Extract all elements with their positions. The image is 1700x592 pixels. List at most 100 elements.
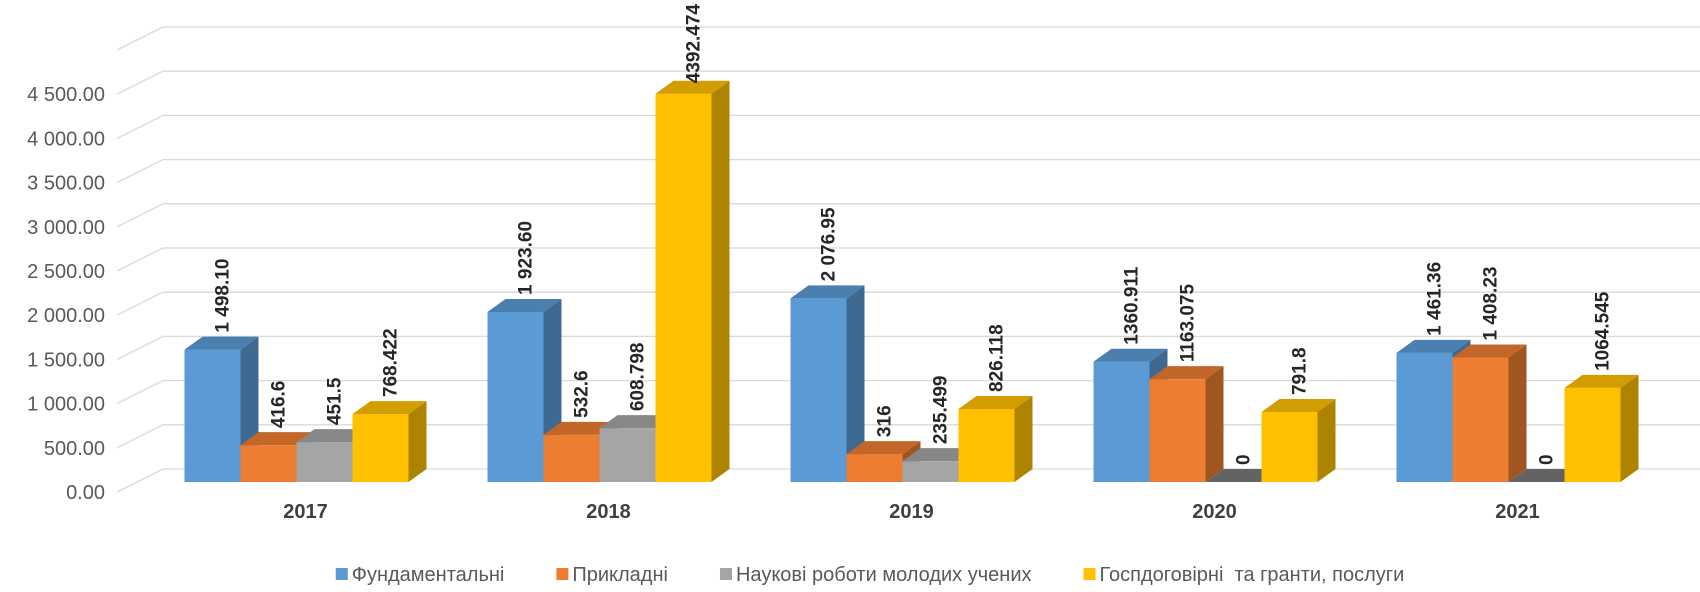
- legend-label: Госпдоговірні та гранти, послуги: [1099, 564, 1404, 586]
- bar-front: [240, 445, 297, 482]
- bar-front: [655, 93, 712, 483]
- x-tick-label: 2020: [1192, 501, 1237, 523]
- bar: [790, 285, 865, 482]
- legend-label: Фундаментальні: [352, 564, 505, 586]
- data-label: 316: [875, 405, 896, 437]
- legend-label: Наукові роботи молодих учених: [736, 564, 1032, 586]
- bar: [1149, 366, 1224, 482]
- data-label: 235.499: [931, 375, 952, 444]
- bar: [352, 401, 427, 482]
- bar-front: [902, 461, 959, 482]
- bar-front: [1261, 412, 1318, 482]
- bar-top: [487, 298, 562, 312]
- data-label: 4392.474: [684, 4, 705, 84]
- legend-label: Прикладні: [572, 564, 668, 586]
- bar-front: [184, 349, 241, 482]
- bar-top: [1564, 374, 1639, 388]
- grid-line: [116, 335, 1700, 360]
- bar-front: [487, 311, 544, 482]
- y-tick-label: 2 000.00: [27, 305, 105, 327]
- bar: [655, 80, 730, 483]
- bar-side: [1014, 395, 1033, 482]
- y-tick-label: 1 500.00: [27, 349, 105, 371]
- grid-line: [116, 291, 1700, 316]
- legend-swatch: [1083, 568, 1096, 580]
- y-tick-label: 4 000.00: [27, 128, 105, 150]
- bar: [1205, 469, 1280, 482]
- data-label: 451.5: [325, 377, 346, 425]
- bar: [958, 395, 1033, 482]
- grid-line: [116, 203, 1700, 228]
- legend-item: Госпдоговірні та гранти, послуги: [1083, 564, 1404, 586]
- labels: 0.00 500.00 1 000.00 1 500.00 2 000.00 2 500.…: [27, 4, 1613, 523]
- bar-top: [958, 395, 1033, 409]
- legend-item: Фундаментальні: [335, 564, 505, 586]
- y-tick-label: 500.00: [44, 438, 105, 460]
- bar-top: [846, 441, 921, 455]
- data-label: 1 498.10: [213, 259, 234, 333]
- x-tick-label: 2017: [283, 501, 328, 523]
- legend-item: Прикладні: [556, 564, 668, 586]
- bar-front: [352, 414, 409, 482]
- legend: Фундаментальні Прикладні Наукові роботи мо…: [335, 564, 1404, 586]
- legend-item: Наукові роботи молодих учених: [719, 564, 1032, 586]
- bar-side: [1620, 374, 1639, 482]
- legend-swatch: [335, 568, 348, 580]
- bar-front: [543, 434, 600, 482]
- y-tick-label: 2 500.00: [27, 261, 105, 283]
- y-tick-label: 4 500.00: [27, 84, 105, 106]
- bar-side: [846, 285, 865, 482]
- bar-top: [240, 432, 315, 446]
- data-label: 1360.911: [1122, 266, 1143, 345]
- bar-top: [599, 415, 674, 429]
- bar-top: [790, 285, 865, 299]
- bar-side: [1508, 344, 1527, 482]
- data-label: 2 076.95: [819, 207, 840, 281]
- data-label: 416.6: [269, 381, 290, 429]
- data-label: 1 461.36: [1425, 262, 1446, 336]
- bar-top: [902, 448, 977, 462]
- data-label: 1 923.60: [516, 221, 537, 295]
- data-label: 768.422: [381, 328, 402, 397]
- data-label: 0: [1537, 454, 1558, 465]
- bar: [1508, 469, 1583, 482]
- bar-front: [1149, 379, 1206, 482]
- grid-line: [116, 247, 1700, 272]
- bar-front: [296, 442, 353, 482]
- data-label: 791.8: [1290, 347, 1311, 395]
- bar-side: [1317, 399, 1336, 482]
- data-label: 1064.545: [1593, 291, 1614, 371]
- grid-top-line: [116, 26, 1700, 51]
- y-tick-label: 3 500.00: [27, 173, 105, 195]
- grid-line: [116, 158, 1700, 184]
- y-tick-label: 1 000.00: [27, 394, 105, 416]
- bar-side: [1205, 366, 1224, 482]
- bar-top: [1205, 469, 1280, 482]
- bar-top: [655, 80, 730, 94]
- bar-top: [543, 421, 618, 435]
- bar-front: [1564, 387, 1621, 482]
- legend-swatch: [556, 568, 569, 580]
- bar: [1452, 344, 1527, 482]
- bar-top: [352, 401, 427, 415]
- bar-front: [846, 454, 903, 482]
- bar-top: [1093, 348, 1168, 362]
- bar-top: [184, 336, 259, 350]
- bar-front: [599, 428, 656, 482]
- grid-line: [116, 70, 1700, 95]
- bar-top: [296, 429, 371, 443]
- grid: [116, 26, 1700, 493]
- bar-front: [790, 298, 847, 482]
- legend-swatch: [719, 568, 732, 580]
- bar-top: [1452, 344, 1527, 358]
- bar-top: [1508, 469, 1583, 482]
- x-tick-label: 2021: [1495, 501, 1540, 523]
- bar-side: [408, 401, 427, 482]
- x-tick-label: 2019: [889, 501, 934, 523]
- grid-line: [116, 114, 1700, 139]
- data-label: 608.798: [628, 342, 649, 411]
- bar-front: [1093, 361, 1150, 482]
- bars: [184, 80, 1639, 483]
- bar-top: [1149, 366, 1224, 380]
